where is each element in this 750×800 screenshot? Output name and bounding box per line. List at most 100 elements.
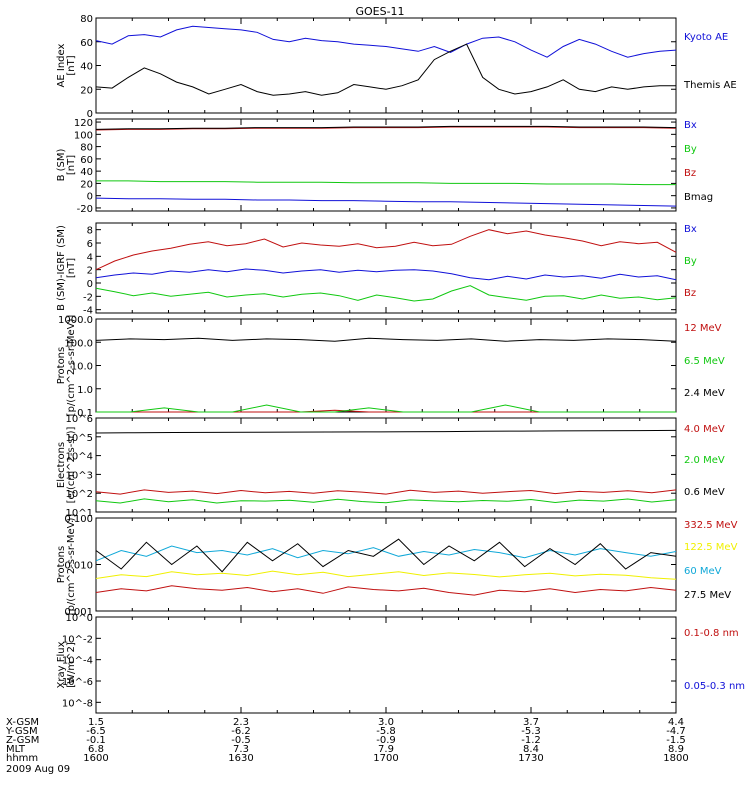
y-tick-label: 10^-2	[62, 634, 93, 645]
legend-entry: 60 MeV	[684, 566, 722, 577]
y-tick-label: 10^-4	[62, 656, 93, 667]
plot-frame	[95, 517, 677, 612]
y-axis-label: Protons	[56, 347, 67, 384]
y-tick-label: 10^4	[66, 452, 93, 463]
y-tick-label: 1.0	[77, 385, 93, 396]
y-tick-label: 1000.0	[58, 315, 93, 326]
legend-entry: Bx	[684, 120, 697, 131]
series-line	[95, 229, 677, 271]
series-line	[95, 337, 677, 342]
series-line	[96, 404, 676, 413]
x-axis-value: -4.7	[666, 726, 686, 737]
y-tick-label: 0	[87, 109, 93, 120]
y-axis-unit: [W/m^2]	[66, 642, 77, 688]
x-axis-value: -1.5	[666, 735, 686, 746]
series-line	[95, 498, 677, 504]
panel-4: 0.1 1.0 10.0 100.0 1000.0 Protons [p/(cm^2-s-s…	[56, 315, 725, 419]
legend-entry: Kyoto AE	[684, 32, 728, 43]
y-axis-unit: [p/(cm^2-s-sr-MeV)]	[66, 514, 77, 616]
y-axis-label: Protons	[56, 546, 67, 583]
y-tick-label: 0	[87, 192, 93, 203]
y-axis-label: AE Index	[56, 43, 67, 87]
y-tick-label: -4	[83, 306, 93, 317]
legend-entry: By	[684, 144, 697, 155]
y-tick-label: 10^-8	[62, 698, 93, 709]
x-axis-value: -6.2	[231, 726, 251, 737]
y-axis-label: Electrons	[56, 442, 67, 488]
x-axis-value: 3.7	[523, 717, 539, 728]
y-tick-label: 10.0	[71, 362, 93, 373]
y-tick-label: 8	[87, 226, 93, 237]
plot-frame	[95, 118, 677, 212]
plot-frame	[95, 318, 677, 413]
x-axis-value: 4.4	[668, 717, 684, 728]
x-axis-table: X-GSM 1.5 2.3 3.0 3.7 4.4 Y-GSM -6.5 -6.2 -5.8 -5.…	[5, 717, 689, 775]
x-axis-value: -6.5	[86, 726, 106, 737]
series-line	[95, 489, 677, 495]
x-axis-value: 8.4	[523, 744, 539, 755]
legend-entry: Bmag	[684, 192, 713, 203]
y-tick-label: 40	[80, 62, 93, 73]
series-line	[95, 429, 677, 434]
series-line	[95, 43, 676, 96]
panel-1: 0 20 40 60 80 AE Index [nT] Kyoto AE Themis AE	[56, 14, 737, 120]
legend-entry: Themis AE	[683, 80, 737, 91]
y-tick-label: 0	[87, 279, 93, 290]
y-tick-label: 40	[80, 167, 93, 178]
y-tick-label: 0.100	[64, 514, 93, 525]
legend-entry: 0.6 MeV	[684, 487, 725, 498]
legend-entry: 0.05-0.3 nm	[684, 681, 745, 692]
y-tick-label: 10^-6	[62, 677, 93, 688]
y-axis-label: B (SM)	[56, 148, 67, 181]
x-axis-value: 7.3	[233, 744, 249, 755]
legend-entry: 27.5 MeV	[684, 590, 731, 601]
legend-entry: Bz	[684, 168, 696, 179]
series-line	[96, 180, 676, 186]
panel-5: 10^1 10^2 10^3 10^4 10^5 10^6 Electrons [e/(cm^…	[56, 414, 725, 519]
y-tick-label: 100.0	[64, 338, 93, 349]
y-tick-label: 0.001	[64, 607, 93, 618]
plot-frame	[95, 222, 677, 314]
x-axis-value: 6.8	[88, 744, 104, 755]
y-tick-label: 4	[87, 252, 93, 263]
x-axis-row-label: MLT	[6, 744, 26, 755]
legend-entry: 0.1-0.8 nm	[684, 628, 739, 639]
chart-title: GOES-11	[355, 5, 404, 18]
y-axis-unit: [nT]	[66, 258, 77, 278]
x-axis-value: 1600	[83, 753, 108, 764]
legend-entry: 12 MeV	[684, 323, 722, 334]
legend-entry: Bz	[684, 288, 696, 299]
series-line	[95, 268, 677, 281]
y-tick-label: 60	[80, 155, 93, 166]
y-tick-label: 0.1	[77, 408, 93, 419]
legend-entry: Bx	[684, 224, 697, 235]
y-tick-label: 10^6	[66, 414, 93, 425]
legend-entry: 6.5 MeV	[684, 356, 725, 367]
x-axis-value: -5.8	[376, 726, 396, 737]
x-axis-value: 1730	[518, 753, 543, 764]
series-line	[95, 285, 677, 302]
series-line	[95, 545, 677, 562]
x-axis-value: -5.3	[521, 726, 541, 737]
x-axis-value: -0.9	[376, 735, 396, 746]
y-tick-label: -20	[77, 204, 93, 215]
y-axis-unit: [nT]	[66, 155, 77, 175]
y-tick-label: 100	[74, 130, 93, 141]
y-tick-label: 60	[80, 38, 93, 49]
x-axis-value: -0.5	[231, 735, 251, 746]
y-axis-unit: [p/(cm^2-s-sr-MeV)]	[66, 315, 77, 417]
series-line	[95, 125, 677, 130]
plot-frame	[95, 17, 677, 114]
x-axis-value: 1700	[373, 753, 398, 764]
series-line	[95, 25, 677, 58]
y-tick-label: 6	[87, 239, 93, 250]
y-tick-label: 120	[74, 118, 93, 129]
y-tick-label: 20	[80, 179, 93, 190]
panel-7: 10^-8 10^-6 10^-4 10^-2 10^0 Xray Flux [W/m^2]…	[56, 613, 745, 714]
series-line	[95, 585, 677, 596]
legend-entry: 2.0 MeV	[684, 455, 725, 466]
y-tick-label: 10^0	[66, 613, 93, 624]
panel-6: 0.001 0.010 0.100 Protons [p/(cm^2-s-sr-MeV)…	[56, 514, 738, 618]
x-axis-value: 8.9	[668, 744, 684, 755]
